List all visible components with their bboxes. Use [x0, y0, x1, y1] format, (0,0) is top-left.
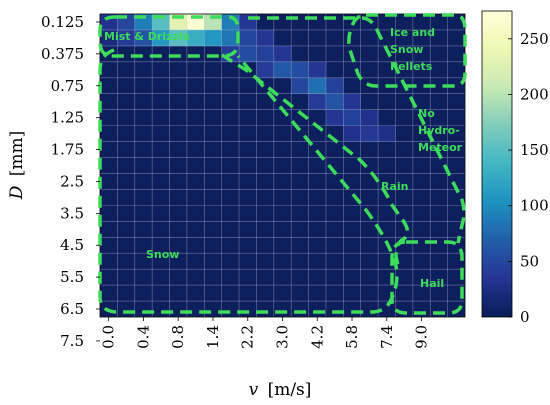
- region-hail-label: Hail: [420, 277, 444, 290]
- region-mist-drizzle-label: Mist & Drizzle: [104, 30, 190, 43]
- y-tick-label: 0.75: [51, 77, 84, 95]
- heatmap-cell: [256, 45, 275, 63]
- heatmap-cell: [308, 61, 327, 79]
- heatmap-cell: [273, 61, 292, 79]
- y-axis-label: D [mm]: [7, 131, 27, 201]
- heatmap-cell: [117, 29, 136, 47]
- region-ice-snow-pellets-label: Snow: [390, 43, 423, 56]
- colorbar-gradient: [481, 10, 513, 318]
- y-tick-label: 2.5: [60, 172, 84, 190]
- region-no-hydrometeor-label: Hydro-: [418, 124, 460, 137]
- heatmap-cell: [343, 109, 362, 126]
- region-snow-label: Snow: [146, 248, 179, 261]
- heatmap-cell: [360, 125, 379, 142]
- heatmap-cell: [291, 77, 309, 95]
- y-tick-label: 7.5: [60, 332, 84, 350]
- region-mist-drizzle-outline: [98, 15, 240, 58]
- heatmap-cell: [325, 77, 344, 95]
- y-tick-label: 0.375: [41, 45, 84, 63]
- y-tick-label: 4.5: [60, 236, 84, 254]
- heatmap-cell: [325, 109, 344, 126]
- x-axis-label: v [m/s]: [249, 380, 312, 400]
- region-rain-label: Rain: [381, 180, 409, 193]
- region-snow-outline: [98, 48, 399, 314]
- region-hail-outline: [390, 240, 464, 315]
- heatmap-cell: [291, 61, 309, 79]
- y-axis-variable: D: [7, 185, 27, 200]
- heatmap-cell: [186, 29, 205, 47]
- colorbar-tick-label: 150: [520, 141, 549, 159]
- y-tick-label: 3.5: [60, 204, 84, 222]
- heatmap-cell: [378, 125, 396, 142]
- y-axis-unit: [mm]: [7, 131, 27, 177]
- region-ice-snow-pellets-label: Ice and: [390, 26, 435, 39]
- heatmap-cell: [256, 61, 275, 79]
- colorbar-tick-label: 250: [520, 30, 549, 48]
- region-ice-snow-pellets-label: Pellets: [390, 60, 433, 73]
- heatmap-cell: [343, 125, 362, 142]
- x-axis-unit: [m/s]: [268, 380, 312, 400]
- region-no-hydrometeor-label: Meteor: [418, 141, 463, 154]
- heatmap-cell: [325, 93, 344, 110]
- heatmap-cell: [360, 109, 379, 126]
- y-tick-label: 0.125: [41, 13, 84, 31]
- heatmap-cell: [273, 45, 292, 63]
- heatmap-cell: [256, 29, 275, 47]
- heatmap-cell: [308, 77, 327, 95]
- heatmap-cell: [239, 29, 257, 47]
- x-tick-label: 0.8: [169, 325, 187, 349]
- region-no-hydrometeor-label: No: [418, 107, 435, 120]
- x-axis-variable: v: [249, 380, 259, 400]
- y-tick-label: 5.5: [60, 268, 84, 286]
- region-outlines: Mist & Drizzle Ice and Snow Pellets No Hydro-…: [98, 13, 467, 315]
- heatmap-cell: [152, 29, 170, 47]
- region-no-hydrometeor-outline: [248, 16, 466, 244]
- x-tick-labels: 0.0 0.4 0.8 1.4 2.2 3.0 4.2 5.8 7.4 9.0: [100, 317, 431, 349]
- colorbar-tick-label: 100: [520, 197, 549, 215]
- y-tick-labels: 0.125 0.375 0.75 1.25 1.75 2.5 3.5 4.5 5.5 6.5 7.5: [41, 13, 100, 350]
- y-tick-label: 1.75: [51, 141, 84, 159]
- x-tick-label: 7.4: [378, 325, 396, 349]
- y-tick-label: 1.25: [51, 109, 84, 127]
- y-tick-label: 6.5: [60, 300, 84, 318]
- x-tick-label: 0.0: [100, 325, 118, 349]
- x-tick-label: 5.8: [343, 325, 361, 349]
- heatmap-cell: [100, 29, 118, 47]
- heatmap-cell: [343, 93, 362, 110]
- x-tick-label: 3.0: [274, 325, 292, 349]
- region-rain-outline: [221, 53, 410, 267]
- heatmap-cell: [221, 29, 240, 47]
- x-tick-label: 0.4: [134, 325, 152, 349]
- heatmap-cell: [239, 45, 257, 63]
- x-tick-label: 2.2: [239, 325, 257, 349]
- plot-area: [99, 13, 466, 318]
- heatmap-cell: [169, 29, 188, 47]
- colorbar: 0 50 100 150 200 250: [481, 10, 549, 326]
- colorbar-tick-label: 0: [520, 308, 530, 326]
- region-ice-snow-pellets-outline: [347, 13, 467, 88]
- x-tick-label: 1.4: [204, 325, 222, 349]
- colorbar-tick-label: 50: [520, 252, 539, 270]
- x-tick-label: 4.2: [308, 325, 326, 349]
- heatmap-cell: [204, 29, 222, 47]
- heatmap-cell: [308, 93, 327, 110]
- x-tick-label: 9.0: [413, 325, 431, 349]
- colorbar-tick-label: 200: [520, 85, 549, 103]
- heatmap-cell: [134, 29, 153, 47]
